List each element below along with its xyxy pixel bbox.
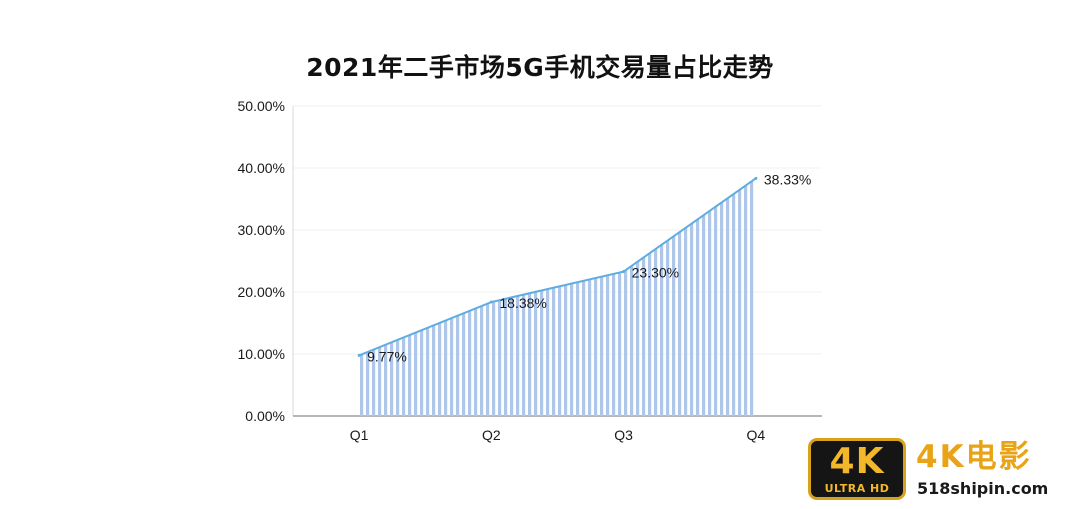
watermark-badge: 4K ULTRA HD <box>808 438 906 500</box>
y-tick-label: 50.00% <box>238 98 285 114</box>
watermark-badge-small: ULTRA HD <box>824 482 890 495</box>
x-tick-label: Q4 <box>747 427 766 443</box>
data-label: 9.77% <box>367 348 407 364</box>
data-point <box>489 300 493 304</box>
watermark-badge-big: 4K <box>829 441 885 482</box>
y-tick-label: 30.00% <box>238 222 285 238</box>
data-label: 38.33% <box>764 171 811 187</box>
chart-title: 2021年二手市场5G手机交易量占比走势 <box>306 53 774 82</box>
area-fill <box>359 178 756 416</box>
data-point <box>357 353 361 357</box>
x-tick-label: Q2 <box>482 427 501 443</box>
y-tick-label: 10.00% <box>238 346 285 362</box>
series-line <box>358 177 757 357</box>
y-tick-label: 40.00% <box>238 160 285 176</box>
data-label: 23.30% <box>632 265 679 281</box>
y-tick-label: 20.00% <box>238 284 285 300</box>
data-point <box>622 270 626 274</box>
labels: 0.00% 10.00% 20.00% 30.00% 40.00% 50.00% 9.77%… <box>238 98 812 443</box>
x-tick-label: Q1 <box>350 427 369 443</box>
watermark-url: 518shipin.com <box>917 479 1049 498</box>
x-tick-label: Q3 <box>614 427 633 443</box>
series-area <box>357 176 758 416</box>
data-point <box>754 176 758 180</box>
y-tick-label: 0.00% <box>245 408 285 424</box>
watermark-brand: 4K电影 <box>916 439 1032 475</box>
data-label: 18.38% <box>499 295 546 311</box>
